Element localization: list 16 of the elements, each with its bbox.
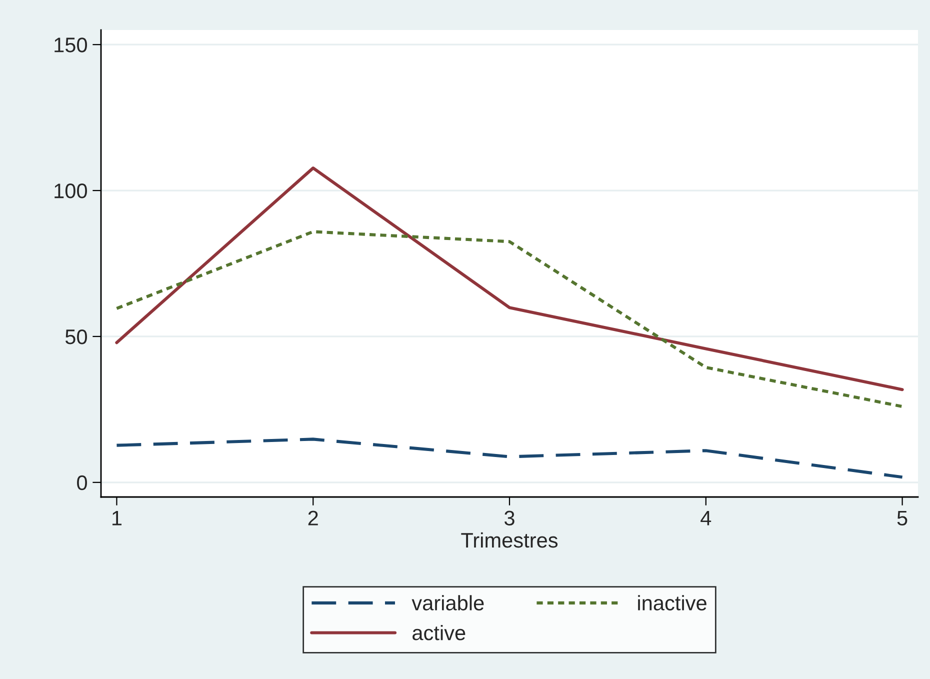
line-series <box>115 166 904 392</box>
y-tick-label: 150 <box>54 38 87 52</box>
legend-label: inactive <box>638 595 706 610</box>
x-axis-title: Trimestres <box>461 532 558 548</box>
x-tick-label: 4 <box>700 510 712 526</box>
legend-label: variable <box>412 595 484 610</box>
x-tick-label: 2 <box>308 510 318 526</box>
x-tick-label: 3 <box>504 510 514 526</box>
line-series <box>115 230 904 408</box>
y-tick-label: 0 <box>77 475 87 490</box>
y-tick-label: 50 <box>65 329 87 344</box>
line-series <box>115 438 904 479</box>
x-tick-label: 1 <box>112 510 122 526</box>
x-tick-label: 5 <box>897 510 908 526</box>
y-tick-label: 100 <box>54 184 87 198</box>
legend-label: active <box>412 624 466 640</box>
